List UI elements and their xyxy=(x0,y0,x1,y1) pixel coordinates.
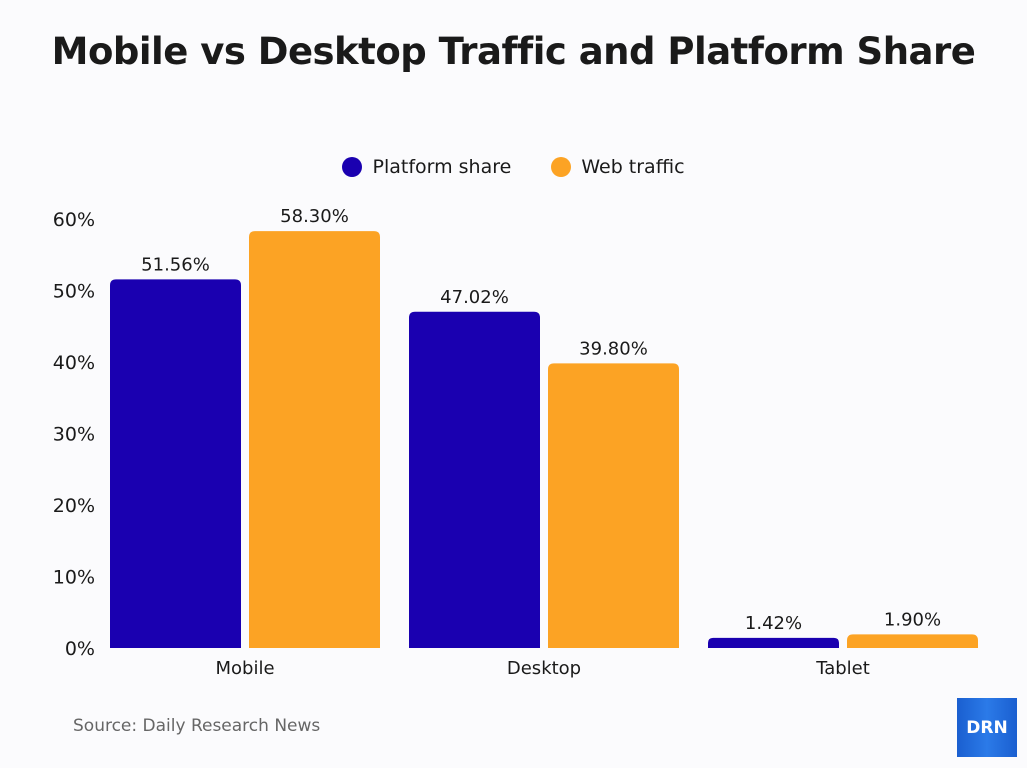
data-label: 51.56% xyxy=(141,254,210,275)
data-label: 1.42% xyxy=(745,613,802,634)
data-label: 47.02% xyxy=(440,287,509,308)
y-tick-label: 0% xyxy=(65,638,95,660)
x-tick-label: Mobile xyxy=(215,658,274,679)
bar xyxy=(110,279,241,648)
y-tick-label: 10% xyxy=(53,567,95,589)
bar xyxy=(548,363,679,648)
bar xyxy=(409,311,540,648)
bar xyxy=(249,231,380,648)
legend-item-web-traffic: Web traffic xyxy=(551,156,685,178)
x-tick-label: Desktop xyxy=(507,658,581,679)
chart-title: Mobile vs Desktop Traffic and Platform S… xyxy=(51,30,976,73)
source-note: Source: Daily Research News xyxy=(73,716,321,736)
y-tick-label: 20% xyxy=(53,495,95,517)
data-label: 1.90% xyxy=(884,609,941,630)
y-tick-label: 50% xyxy=(53,281,95,303)
bar xyxy=(847,634,978,648)
drn-logo: DRN xyxy=(957,698,1017,757)
x-tick-label: Tablet xyxy=(815,658,870,679)
data-label: 58.30% xyxy=(280,206,349,227)
y-tick-label: 30% xyxy=(53,424,95,446)
y-tick-label: 40% xyxy=(53,352,95,374)
legend-item-platform-share: Platform share xyxy=(342,156,511,178)
legend-label: Web traffic xyxy=(581,156,685,178)
legend: Platform share Web traffic xyxy=(0,156,1027,178)
bar xyxy=(708,637,839,648)
legend-label: Platform share xyxy=(372,156,512,178)
y-tick-label: 60% xyxy=(53,209,95,231)
legend-swatch xyxy=(551,157,572,177)
data-label: 39.80% xyxy=(579,338,648,359)
legend-swatch xyxy=(342,157,363,177)
